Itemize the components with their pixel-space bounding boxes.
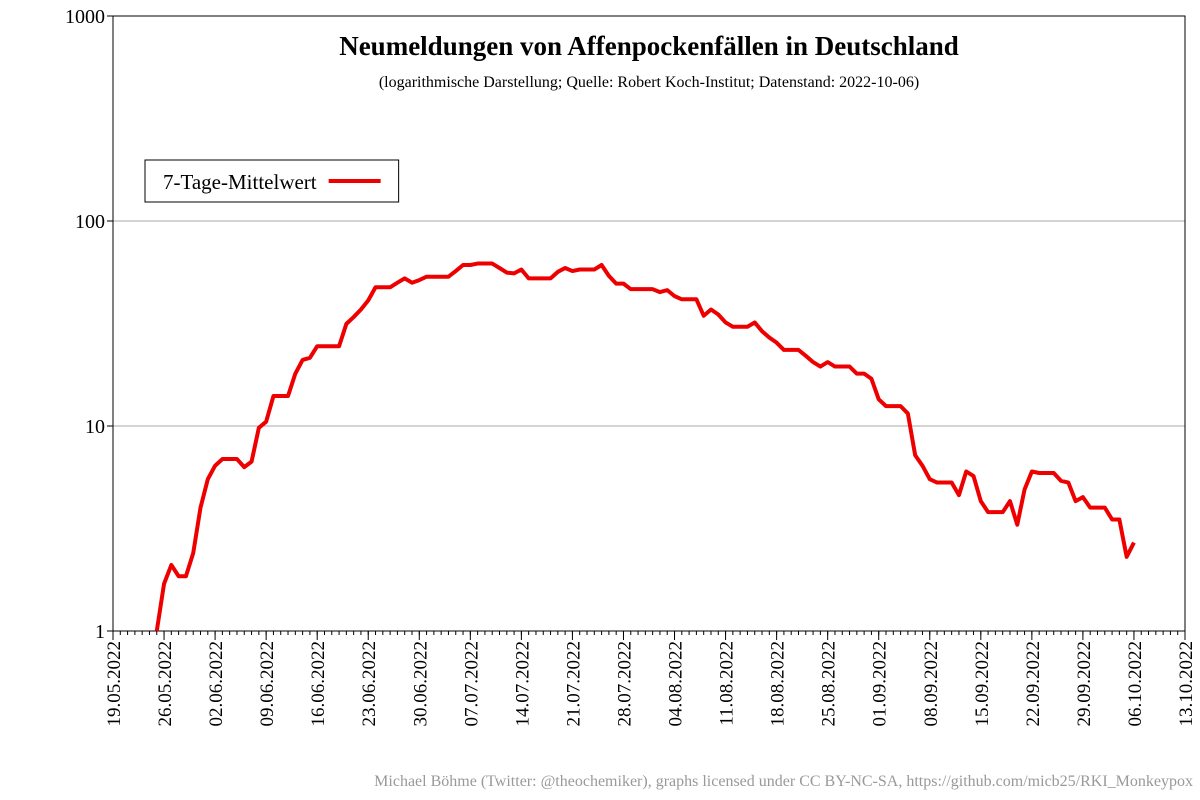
x-tick-label: 11.08.2022 [717,641,738,726]
x-tick-label: 25.08.2022 [819,641,840,727]
plot-frame [112,15,1186,632]
footer-credit: Michael Böhme (Twitter: @theochemiker), … [374,773,1193,790]
chart-title: Neumeldungen von Affenpockenfällen in De… [339,31,959,61]
x-tick-label: 18.08.2022 [768,641,789,727]
x-tick-label: 28.07.2022 [614,641,635,727]
x-tick-label: 23.06.2022 [359,641,380,727]
x-tick-label: 09.06.2022 [257,641,278,727]
x-tick-label: 21.07.2022 [563,641,584,727]
x-tick-label: 19.05.2022 [104,641,125,727]
x-tick-label: 26.05.2022 [155,641,176,727]
x-tick-label: 01.09.2022 [870,641,891,727]
x-tick-label: 29.09.2022 [1074,641,1095,727]
x-tick-label: 30.06.2022 [410,641,431,727]
x-tick-label: 07.07.2022 [461,641,482,727]
chart-subtitle: (logarithmische Darstellung; Quelle: Rob… [379,74,919,91]
data-line [154,261,1136,632]
x-tick-label: 22.09.2022 [1023,641,1044,727]
x-tick-label: 14.07.2022 [512,641,533,727]
x-tick-label: 02.06.2022 [206,641,227,727]
y-tick-label: 1000 [65,6,105,28]
x-tick-label: 08.09.2022 [921,641,942,727]
x-tick-label: 16.06.2022 [308,641,329,727]
y-tick-label: 100 [75,211,105,233]
legend-label: 7-Tage-Mittelwert [163,170,317,194]
x-tick-label: 13.10.2022 [1176,641,1197,727]
y-tick-label: 10 [85,416,105,438]
x-tick-label: 06.10.2022 [1125,641,1146,727]
x-tick-label: 15.09.2022 [972,641,993,727]
y-tick-label: 1 [95,621,105,643]
x-tick-label: 04.08.2022 [666,641,687,727]
